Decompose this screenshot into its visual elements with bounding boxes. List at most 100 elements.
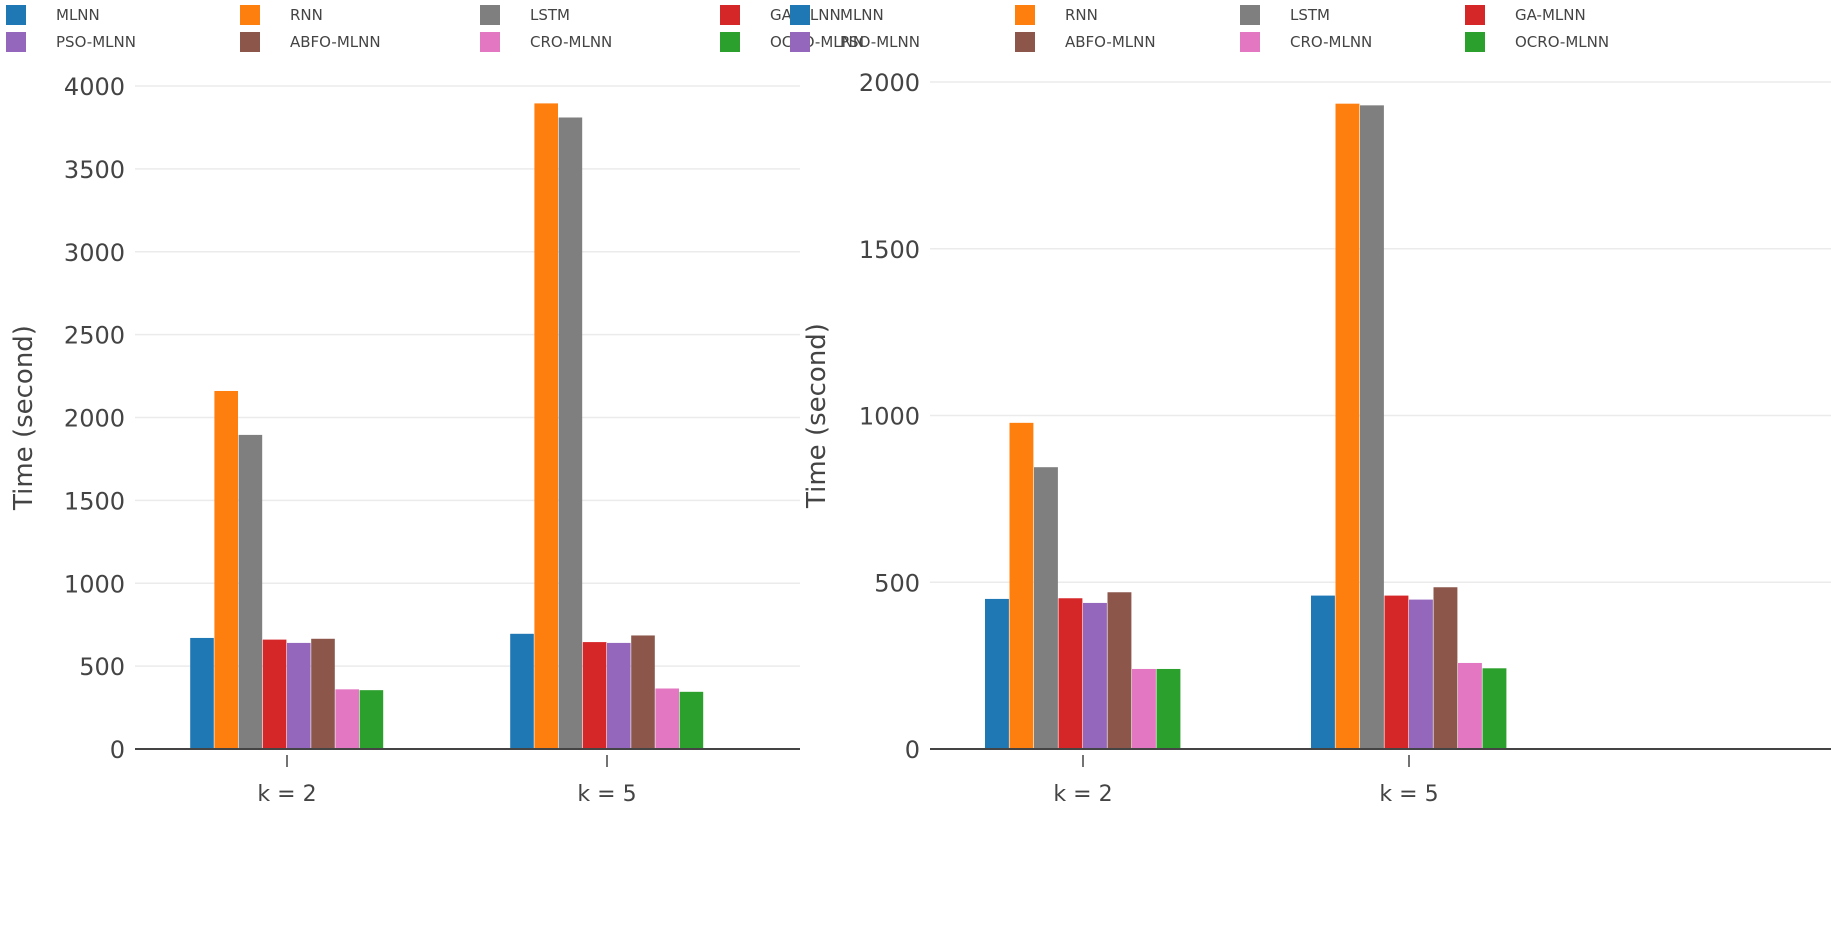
bar-cro-mlnn-k5[interactable] (655, 688, 679, 749)
y-tick-label: 500 (874, 569, 920, 597)
legend-label: LSTM (1290, 6, 1330, 24)
legend-item-lstm[interactable]: LSTM (480, 3, 570, 27)
y-axis-title: Time (second) (802, 323, 832, 509)
bar-rnn-k5[interactable] (534, 103, 558, 749)
bar-mlnn-k5[interactable] (510, 633, 534, 749)
bar-ga-mlnn-k2[interactable] (262, 639, 287, 749)
bar-cro-mlnn-k2[interactable] (335, 689, 359, 749)
legend-item-mlnn[interactable]: MLNN (790, 3, 884, 27)
legend-swatch (1240, 5, 1260, 25)
bar-lstm-k5[interactable] (1360, 105, 1384, 750)
legend-item-cro-mlnn[interactable]: CRO-MLNN (1240, 30, 1372, 54)
legend-swatch (6, 5, 26, 25)
legend-label: RNN (1065, 6, 1098, 24)
y-tick-label: 3500 (64, 156, 125, 184)
legend-item-cro-mlnn[interactable]: CRO-MLNN (480, 30, 612, 54)
bar-rnn-k5[interactable] (1335, 103, 1360, 750)
bar-ga-mlnn-k5[interactable] (1384, 595, 1409, 749)
legend-label: LSTM (530, 6, 570, 24)
legend-swatch (1240, 32, 1260, 52)
y-tick-label: 2000 (859, 69, 920, 97)
legend-swatch (720, 5, 740, 25)
bar-pso-mlnn-k2[interactable] (287, 642, 311, 749)
bar-rnn-k2[interactable] (214, 390, 238, 749)
legend-item-ocro-mlnn[interactable]: OCRO-MLNN (1465, 30, 1609, 54)
bar-ga-mlnn-k5[interactable] (582, 642, 607, 749)
bar-ocro-mlnn-k2[interactable] (359, 690, 384, 749)
legend-label: ABFO-MLNN (290, 33, 381, 51)
legend-label: PSO-MLNN (56, 33, 136, 51)
x-tick-label: k = 5 (1379, 782, 1438, 807)
legend-right: MLNN RNN LSTM GA-MLNN PSO-MLNN ABFO-MLNN CRO-M… (790, 0, 1831, 60)
legend-swatch (1015, 5, 1035, 25)
legend-swatch (480, 5, 500, 25)
y-tick-label: 1000 (64, 570, 125, 598)
legend-swatch (790, 5, 810, 25)
legend-swatch (240, 32, 260, 52)
legend-label: CRO-MLNN (1290, 33, 1373, 51)
legend-swatch (6, 32, 26, 52)
bar-abfo-mlnn-k5[interactable] (1433, 587, 1458, 749)
bar-ocro-mlnn-k5[interactable] (679, 691, 704, 749)
x-tick-label: k = 2 (257, 782, 316, 807)
y-tick-label: 2500 (64, 322, 125, 350)
chart-right: MLNN RNN LSTM GA-MLNN PSO-MLNN ABFO-MLNN CRO-M… (790, 0, 1831, 935)
legend-label: ABFO-MLNN (1065, 33, 1156, 51)
legend-swatch (480, 32, 500, 52)
plot-right: 0 500 1000 1500 2000 k = 2 k = 5 Time (second) (802, 69, 1831, 807)
bar-pso-mlnn-k5[interactable] (607, 642, 631, 749)
bar-mlnn-k2[interactable] (985, 598, 1009, 749)
legend-item-rnn[interactable]: RNN (240, 3, 323, 27)
y-tick-label: 0 (905, 736, 920, 764)
y-tick-label: 1500 (859, 236, 920, 264)
bar-lstm-k2[interactable] (238, 434, 263, 749)
bar-abfo-mlnn-k2[interactable] (1107, 592, 1132, 749)
bar-mlnn-k5[interactable] (1311, 595, 1335, 749)
x-tick-label: k = 5 (577, 782, 636, 807)
bar-ocro-mlnn-k5[interactable] (1482, 668, 1507, 749)
plot-left: 0 500 1000 1500 2000 2500 3000 3500 4000 k = 2 k =… (9, 73, 800, 807)
legend-swatch (790, 32, 810, 52)
bar-cro-mlnn-k5[interactable] (1458, 662, 1482, 749)
bar-pso-mlnn-k5[interactable] (1409, 599, 1433, 749)
legend-label: MLNN (56, 6, 100, 24)
legend-item-ga-mlnn[interactable]: GA-MLNN (1465, 3, 1586, 27)
bar-ga-mlnn-k2[interactable] (1058, 598, 1083, 749)
bar-abfo-mlnn-k2[interactable] (311, 638, 335, 749)
legend-item-pso-mlnn[interactable]: PSO-MLNN (6, 30, 136, 54)
legend-swatch (1465, 5, 1485, 25)
legend-label: MLNN (840, 6, 884, 24)
y-tick-label: 1000 (859, 403, 920, 431)
y-tick-label: 1500 (64, 487, 125, 515)
legend-swatch (1015, 32, 1035, 52)
y-tick-label: 2000 (64, 405, 125, 433)
bar-lstm-k5[interactable] (558, 117, 583, 750)
y-tick-label: 4000 (64, 73, 125, 101)
bar-rnn-k2[interactable] (1009, 422, 1034, 749)
legend-item-mlnn[interactable]: MLNN (6, 3, 100, 27)
legend-item-pso-mlnn[interactable]: PSO-MLNN (790, 30, 920, 54)
legend-label: CRO-MLNN (530, 33, 613, 51)
chart-left: MLNNRNNLSTMGA-MLNNPSO-MLNNABFO-MLNNCRO-M… (0, 0, 864, 935)
legend-item-abfo-mlnn[interactable]: ABFO-MLNN (240, 30, 381, 54)
y-axis-title: Time (second) (9, 325, 39, 511)
bar-cro-mlnn-k2[interactable] (1132, 668, 1156, 749)
bar-mlnn-k2[interactable] (190, 637, 214, 749)
y-tick-label: 500 (79, 653, 125, 681)
legend-label: GA-MLNN (1515, 6, 1586, 24)
legend-item-rnn[interactable]: RNN (1015, 3, 1098, 27)
legend-label: PSO-MLNN (840, 33, 920, 51)
x-tick-label: k = 2 (1053, 782, 1112, 807)
bar-lstm-k2[interactable] (1034, 467, 1058, 749)
y-tick-label: 0 (110, 736, 125, 764)
bar-abfo-mlnn-k5[interactable] (631, 635, 655, 749)
legend-item-lstm[interactable]: LSTM (1240, 3, 1330, 27)
legend-item-abfo-mlnn[interactable]: ABFO-MLNN (1015, 30, 1156, 54)
bar-pso-mlnn-k2[interactable] (1083, 602, 1107, 749)
legend-label: OCRO-MLNN (1515, 33, 1610, 51)
legend-label: RNN (290, 6, 323, 24)
y-tick-label: 3000 (64, 239, 125, 267)
legend-swatch (240, 5, 260, 25)
bar-ocro-mlnn-k2[interactable] (1156, 668, 1181, 749)
legend-swatch (1465, 32, 1485, 52)
